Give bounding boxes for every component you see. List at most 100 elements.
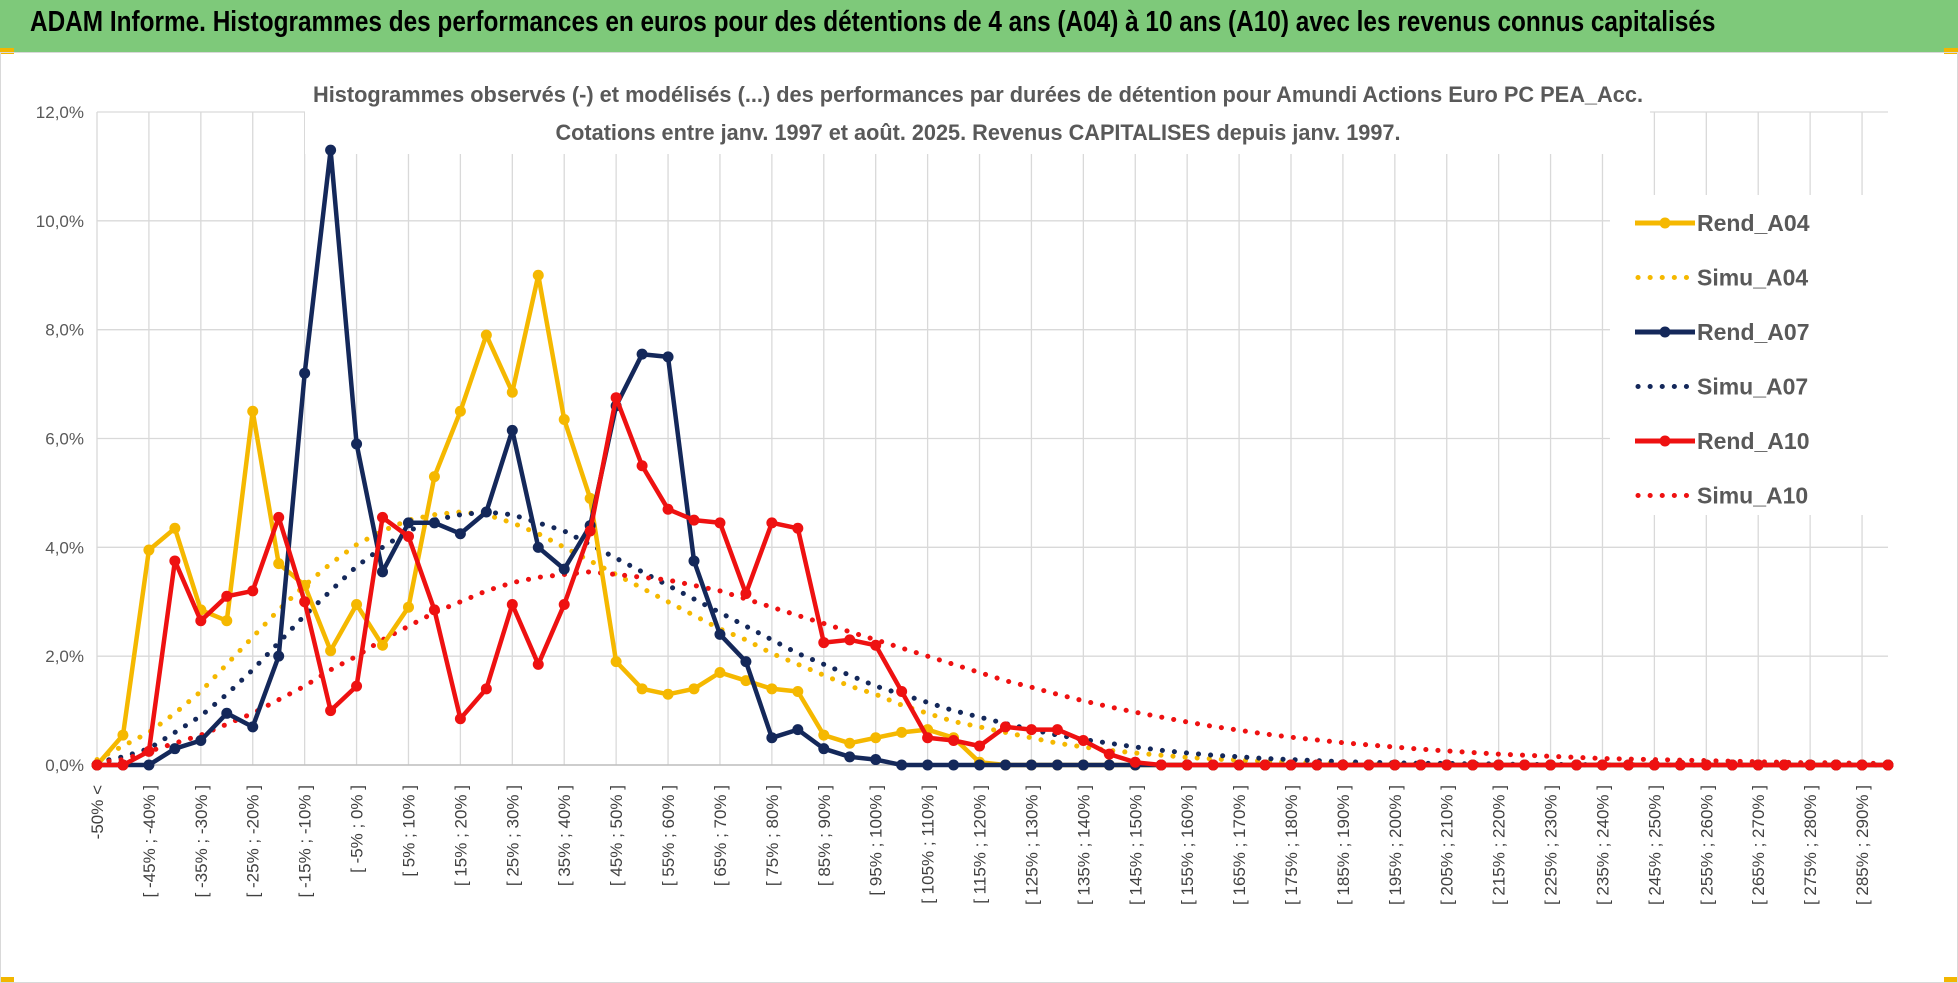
x-tick-label: [ 255% ; 260% ] [1697, 785, 1716, 905]
data-point [273, 511, 285, 523]
legend-label: Simu_A10 [1697, 483, 1808, 509]
data-point [1051, 724, 1063, 736]
data-point [1804, 759, 1816, 771]
data-point [1752, 759, 1764, 771]
data-point [1181, 759, 1193, 771]
chart-subtitle: Cotations entre janv. 1997 et août. 2025… [556, 120, 1401, 145]
data-point [610, 392, 622, 404]
x-tick-label: [ 115% ; 120% ] [971, 785, 990, 904]
data-point [143, 745, 155, 757]
data-point [91, 759, 103, 771]
x-tick-label: [ 35% ; 40% ] [555, 785, 574, 886]
x-tick-label: [ -45% ; -40% ] [140, 785, 159, 897]
x-tick-label: [ 25% ; 30% ] [503, 785, 522, 886]
data-point [584, 525, 596, 537]
data-point [1077, 735, 1089, 747]
title-banner: ADAM Informe. Histogrammes des performan… [0, 0, 1958, 52]
data-point [1726, 759, 1738, 771]
legend-item: Simu_A07 [1635, 374, 1808, 400]
data-point [506, 386, 518, 398]
data-point [818, 743, 830, 755]
x-tick-label: [ 195% ; 200% ] [1386, 785, 1405, 905]
x-tick-label: [ 55% ; 60% ] [659, 785, 678, 886]
data-point [740, 656, 752, 668]
x-tick-label: [ 145% ; 150% ] [1126, 785, 1145, 905]
data-point [792, 522, 804, 534]
y-tick-label: 0,0% [45, 756, 84, 775]
data-point [740, 675, 752, 687]
data-point [428, 471, 440, 483]
data-point [273, 650, 285, 662]
data-point [143, 544, 155, 556]
legend-label: Simu_A07 [1697, 374, 1808, 400]
data-point [299, 367, 311, 379]
y-tick-label: 12,0% [36, 103, 84, 122]
legend-label: Simu_A04 [1697, 265, 1808, 291]
legend-item: Simu_A04 [1635, 265, 1808, 291]
series-line [94, 509, 1891, 768]
data-point [247, 721, 259, 733]
data-point [766, 683, 778, 695]
data-point [714, 517, 726, 529]
data-point [428, 604, 440, 616]
data-point [896, 759, 908, 771]
y-tick-label: 4,0% [45, 538, 84, 557]
data-point [636, 348, 648, 360]
data-point [714, 666, 726, 678]
y-tick-label: 8,0% [45, 321, 84, 340]
data-point [1051, 759, 1063, 771]
data-point [480, 329, 492, 341]
corner-mark [0, 48, 14, 54]
data-point [169, 743, 181, 755]
x-tick-label: [ 105% ; 110% ] [919, 785, 938, 904]
data-point [870, 732, 882, 744]
x-tick-label: [ 95% ; 100% ] [867, 785, 886, 896]
data-point [1285, 759, 1297, 771]
data-point [662, 351, 674, 363]
data-point [1882, 759, 1894, 771]
legend-marker [1659, 217, 1671, 229]
data-point [662, 688, 674, 700]
data-point [558, 563, 570, 575]
series-Rend_A10 [91, 392, 1894, 771]
y-tick-label: 10,0% [36, 212, 84, 231]
data-point [1233, 759, 1245, 771]
data-point [1622, 759, 1634, 771]
x-tick-label: [ 165% ; 170% ] [1230, 785, 1249, 905]
data-point [1493, 759, 1505, 771]
data-point [1259, 759, 1271, 771]
data-point [1103, 759, 1115, 771]
x-tick-label: [ 125% ; 130% ] [1022, 785, 1041, 905]
data-point [377, 566, 389, 578]
data-point [195, 615, 207, 627]
data-point [792, 686, 804, 698]
data-point [766, 732, 778, 744]
data-point [221, 590, 233, 602]
data-point [454, 405, 466, 417]
x-tick-label: [ 285% ; 290% ] [1853, 785, 1872, 905]
data-point [870, 754, 882, 766]
data-point [117, 759, 129, 771]
data-point [299, 596, 311, 608]
chart-title: Histogrammes observés (-) et modélisés (… [313, 82, 1643, 107]
data-point [506, 424, 518, 436]
data-point [402, 530, 414, 542]
data-point [1129, 756, 1141, 768]
data-point [870, 639, 882, 651]
data-point [480, 506, 492, 518]
data-point [247, 585, 259, 597]
data-point [1337, 759, 1349, 771]
legend-item: Rend_A10 [1635, 428, 1809, 454]
x-tick-label: -50% < [88, 785, 107, 839]
data-point [454, 528, 466, 540]
data-point [922, 732, 934, 744]
x-tick-label: [ 75% ; 80% ] [763, 785, 782, 886]
data-point [117, 729, 129, 741]
data-point [506, 598, 518, 610]
data-point [558, 598, 570, 610]
data-point [143, 759, 155, 771]
x-tick-label: [ 175% ; 180% ] [1282, 785, 1301, 905]
data-point [688, 683, 700, 695]
x-tick-label: [ -5% ; 0% ] [348, 785, 367, 873]
